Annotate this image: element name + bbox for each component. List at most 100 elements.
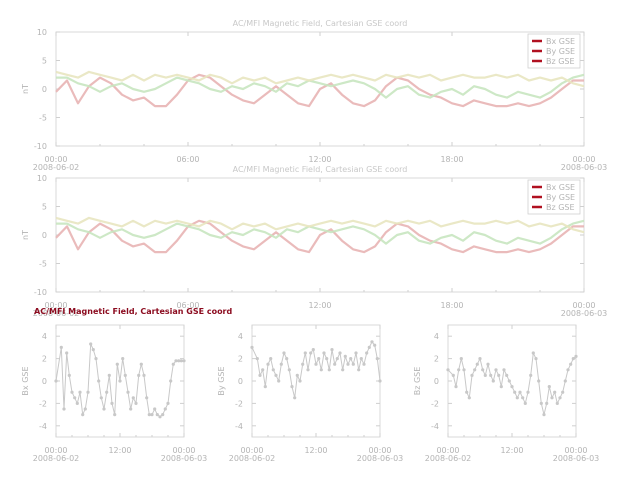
data-point bbox=[351, 362, 355, 366]
data-point bbox=[258, 373, 262, 377]
data-point bbox=[566, 368, 570, 372]
x-tick-label: 00:00 bbox=[564, 446, 587, 455]
y-tick-label: -5 bbox=[39, 114, 47, 123]
y-tick-label: -4 bbox=[235, 422, 243, 431]
data-point bbox=[67, 373, 71, 377]
y-tick-label: 5 bbox=[42, 203, 47, 212]
data-point bbox=[293, 396, 297, 400]
data-point bbox=[346, 362, 350, 366]
series-line-bx-gse bbox=[55, 219, 584, 254]
x-date-label: 2008-06-02 bbox=[33, 163, 80, 172]
data-point bbox=[518, 390, 522, 394]
data-point bbox=[491, 379, 495, 383]
data-point bbox=[169, 379, 173, 383]
y-axis-label: nT bbox=[21, 230, 30, 240]
data-point bbox=[287, 368, 291, 372]
data-point bbox=[279, 362, 283, 366]
y-tick-label: -5 bbox=[39, 260, 47, 269]
y-tick-label: 0 bbox=[238, 377, 243, 386]
y-tick-label: -10 bbox=[34, 142, 47, 151]
x-tick-label: 00:00 bbox=[44, 155, 67, 164]
data-point bbox=[282, 351, 286, 355]
data-point bbox=[489, 373, 493, 377]
data-point bbox=[330, 348, 334, 352]
data-point bbox=[179, 359, 183, 363]
x-date-label: 2008-06-02 bbox=[229, 454, 276, 463]
y-tick-label: 5 bbox=[42, 57, 47, 66]
series-line bbox=[447, 351, 577, 415]
data-point bbox=[457, 368, 461, 372]
x-date-label: 2008-06-03 bbox=[357, 454, 404, 463]
data-point bbox=[94, 357, 98, 361]
x-tick-label: 00:00 bbox=[240, 446, 263, 455]
data-point bbox=[335, 357, 339, 361]
data-point bbox=[475, 362, 479, 366]
data-point bbox=[343, 354, 347, 358]
data-point bbox=[349, 357, 353, 361]
series-line-by-gse bbox=[56, 219, 585, 245]
y-tick-label: -2 bbox=[431, 399, 439, 408]
data-point bbox=[73, 396, 77, 400]
data-point bbox=[261, 368, 265, 372]
data-point bbox=[359, 357, 363, 361]
data-point bbox=[290, 385, 294, 389]
x-date-label: 2008-06-03 bbox=[161, 454, 208, 463]
y-tick-label: 2 bbox=[42, 355, 47, 364]
y-tick-label: 4 bbox=[238, 332, 243, 341]
data-point bbox=[166, 401, 170, 405]
data-point bbox=[563, 379, 567, 383]
series-line-bx-gse bbox=[55, 73, 584, 108]
data-point bbox=[255, 357, 259, 361]
series-line-by-gse bbox=[56, 73, 585, 99]
legend-label: Bx GSE bbox=[546, 37, 575, 46]
data-point bbox=[373, 343, 377, 347]
data-point bbox=[494, 368, 498, 372]
data-point bbox=[303, 351, 307, 355]
data-point bbox=[62, 407, 66, 411]
x-tick-label: 18:00 bbox=[440, 155, 463, 164]
data-point bbox=[142, 373, 146, 377]
data-point bbox=[311, 348, 315, 352]
data-point bbox=[182, 359, 186, 363]
data-point bbox=[470, 373, 474, 377]
data-point bbox=[327, 368, 331, 372]
data-point bbox=[497, 373, 501, 377]
data-point bbox=[115, 362, 119, 366]
data-point bbox=[367, 345, 371, 349]
legend-label: By GSE bbox=[546, 47, 575, 56]
data-point bbox=[502, 368, 506, 372]
y-tick-label: -4 bbox=[431, 422, 439, 431]
data-point bbox=[285, 357, 289, 361]
y-axis-label: nT bbox=[21, 84, 30, 94]
data-point bbox=[531, 351, 535, 355]
data-point bbox=[126, 390, 130, 394]
data-point bbox=[529, 373, 533, 377]
y-tick-label: 10 bbox=[37, 174, 47, 183]
y-tick-label: 4 bbox=[42, 332, 47, 341]
bottom-chart-title: AC/MFI Magnetic Field, Cartesian GSE coo… bbox=[34, 307, 233, 316]
top-line-chart: AC/MFI Magnetic Field, Cartesian GSE coo… bbox=[21, 19, 607, 172]
data-point bbox=[513, 390, 517, 394]
data-point bbox=[483, 373, 487, 377]
y-tick-label: 10 bbox=[37, 28, 47, 37]
data-point bbox=[555, 401, 559, 405]
data-point bbox=[553, 390, 557, 394]
x-tick-label: 00:00 bbox=[172, 446, 195, 455]
data-point bbox=[118, 379, 122, 383]
data-point bbox=[271, 368, 275, 372]
data-point bbox=[569, 362, 573, 366]
data-point bbox=[306, 368, 310, 372]
data-point bbox=[534, 357, 538, 361]
y-tick-label: 0 bbox=[42, 231, 47, 240]
data-point bbox=[158, 415, 162, 419]
series-line bbox=[251, 340, 381, 398]
data-point bbox=[123, 373, 127, 377]
y-tick-label: 2 bbox=[238, 355, 243, 364]
data-point bbox=[473, 368, 477, 372]
data-point bbox=[277, 379, 281, 383]
x-date-label: 2008-06-02 bbox=[425, 454, 472, 463]
x-tick-label: 00:00 bbox=[368, 446, 391, 455]
plot-frame bbox=[251, 324, 381, 438]
